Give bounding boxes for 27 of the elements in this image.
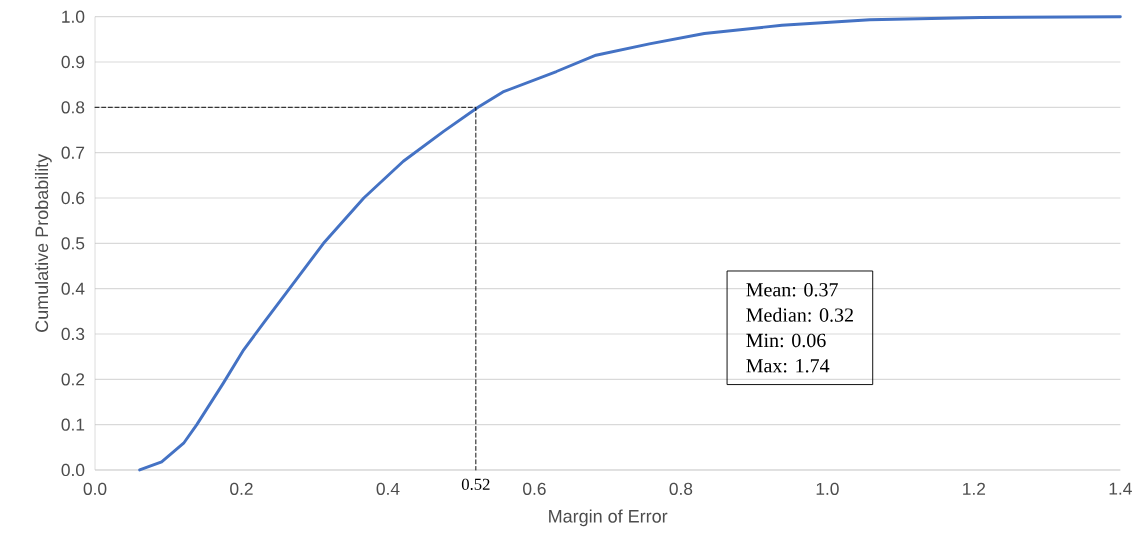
x-tick-label: 0.2 <box>230 482 253 495</box>
y-tick-label: 0.8 <box>61 101 85 114</box>
y-tick-label: 0.6 <box>61 191 85 205</box>
y-tick-label: 0.1 <box>61 418 85 431</box>
x-axis-title: Margin of Error <box>549 509 668 527</box>
y-tick-label: 0.2 <box>61 373 85 386</box>
annotation: Median: 0.32 <box>746 307 853 322</box>
annotation: Mean: 0.37 <box>746 282 838 297</box>
annotation: Max: 1.74 <box>746 359 830 373</box>
line-series <box>138 15 1122 472</box>
x-tick-label: 0.6 <box>523 482 546 495</box>
y-tick-label: 0.4 <box>61 282 85 295</box>
x-tick-label: 1.4 <box>1109 482 1132 495</box>
y-tick-label: 0.9 <box>61 55 85 69</box>
x-tick-label: 0.0 <box>83 482 107 495</box>
annotation: 0.52 <box>461 478 490 491</box>
x-tick-label: 1.0 <box>816 482 839 495</box>
y-tick-label: 1.0 <box>62 10 85 23</box>
annotation: Min: 0.06 <box>746 333 826 348</box>
y-axis-title: Cumulative Probability <box>34 153 52 332</box>
y-tick-label: 0.0 <box>61 463 85 477</box>
y-tick-label: 0.5 <box>61 237 85 250</box>
x-tick-label: 0.4 <box>376 482 400 495</box>
x-tick-label: 0.8 <box>669 482 693 495</box>
y-tick-label: 0.7 <box>61 146 85 159</box>
y-tick-label: 0.3 <box>61 327 85 341</box>
x-tick-label: 1.2 <box>963 482 986 495</box>
